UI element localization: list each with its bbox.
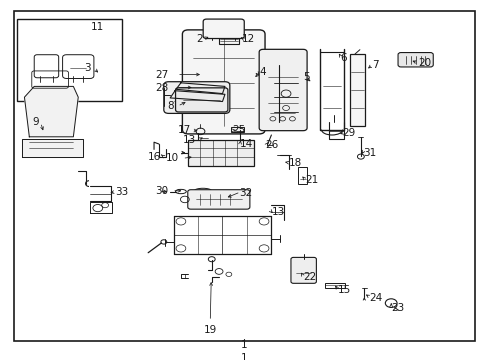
Polygon shape — [176, 83, 224, 94]
Text: 1: 1 — [241, 353, 247, 360]
Text: 31: 31 — [362, 148, 375, 158]
Text: 24: 24 — [368, 293, 382, 303]
FancyBboxPatch shape — [182, 30, 264, 134]
Text: 8: 8 — [166, 101, 173, 111]
Bar — [298, 167, 306, 184]
Text: 4: 4 — [259, 67, 265, 77]
Text: 18: 18 — [288, 158, 301, 168]
Polygon shape — [170, 91, 224, 102]
Polygon shape — [24, 86, 78, 137]
Bar — [230, 127, 243, 132]
Text: 5: 5 — [303, 72, 309, 82]
Text: 23: 23 — [390, 303, 404, 313]
Text: 19: 19 — [203, 325, 217, 335]
Text: 21: 21 — [305, 175, 318, 185]
Text: 25: 25 — [232, 125, 245, 135]
Bar — [218, 35, 239, 44]
Text: 6: 6 — [339, 53, 346, 63]
Text: 10: 10 — [165, 153, 178, 163]
Text: 9: 9 — [32, 117, 39, 127]
Text: 12: 12 — [242, 34, 255, 44]
Text: 2: 2 — [196, 33, 203, 44]
Text: 29: 29 — [342, 128, 355, 138]
FancyBboxPatch shape — [175, 88, 227, 112]
Text: 17: 17 — [177, 125, 190, 135]
Text: 26: 26 — [265, 140, 278, 150]
Text: 16: 16 — [148, 152, 161, 162]
FancyBboxPatch shape — [203, 19, 244, 39]
Text: 32: 32 — [239, 188, 252, 198]
Bar — [17, 19, 122, 101]
Polygon shape — [22, 139, 83, 157]
Bar — [188, 140, 254, 166]
Text: 14: 14 — [239, 139, 252, 149]
Text: 11: 11 — [90, 22, 103, 32]
Bar — [325, 283, 344, 288]
Text: 1: 1 — [241, 340, 247, 350]
Polygon shape — [188, 34, 259, 130]
FancyBboxPatch shape — [259, 49, 306, 131]
Text: 3: 3 — [83, 63, 90, 73]
Text: 13: 13 — [271, 207, 284, 217]
Text: 33: 33 — [115, 186, 128, 197]
FancyBboxPatch shape — [290, 257, 316, 283]
Text: 20: 20 — [417, 58, 430, 68]
Text: 22: 22 — [303, 272, 316, 282]
Text: 30: 30 — [155, 186, 168, 196]
Text: 13: 13 — [182, 135, 195, 145]
Text: 15: 15 — [337, 285, 350, 295]
FancyBboxPatch shape — [163, 82, 229, 113]
FancyBboxPatch shape — [397, 53, 432, 67]
Bar — [349, 54, 365, 126]
Text: 27: 27 — [155, 69, 168, 80]
Text: 7: 7 — [371, 60, 378, 70]
FancyBboxPatch shape — [187, 190, 249, 209]
Text: 28: 28 — [155, 83, 168, 93]
